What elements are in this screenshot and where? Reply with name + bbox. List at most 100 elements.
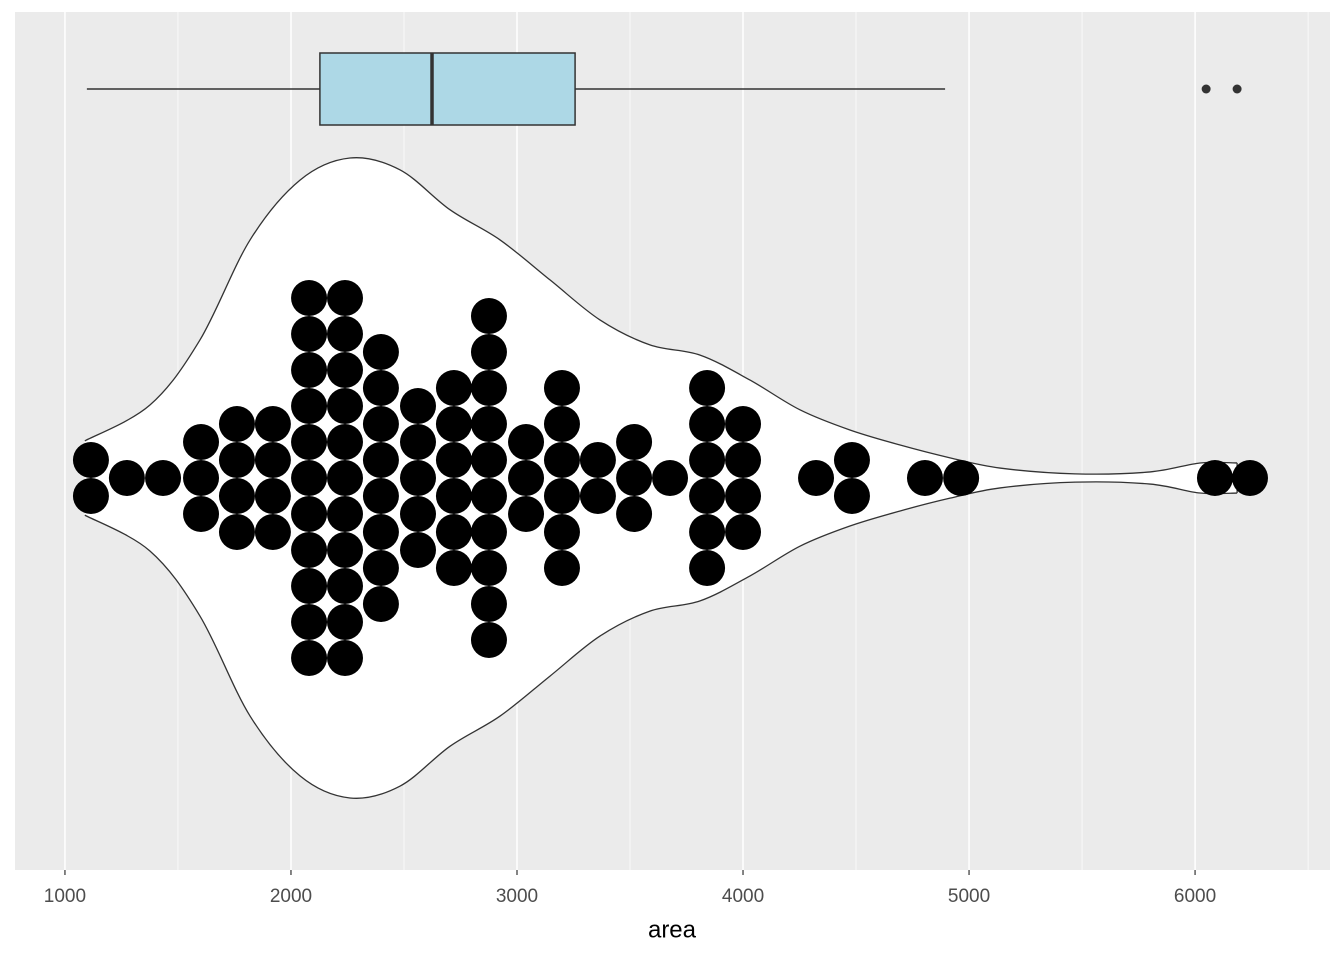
dot	[254, 442, 291, 478]
dot	[470, 586, 507, 622]
dot	[399, 532, 436, 568]
dot	[543, 478, 580, 514]
dot	[326, 568, 363, 604]
dot	[326, 460, 363, 496]
dot	[833, 442, 870, 478]
dot	[435, 478, 472, 514]
dot	[543, 514, 580, 550]
dot	[689, 478, 726, 514]
dot	[725, 478, 762, 514]
dot	[291, 496, 328, 532]
dot	[435, 370, 472, 406]
x-tick-label: 2000	[270, 886, 312, 907]
dot	[435, 550, 472, 586]
dot	[291, 316, 328, 352]
dot	[326, 496, 363, 532]
dot	[326, 532, 363, 568]
dot	[108, 460, 145, 496]
dot	[616, 460, 653, 496]
dot	[652, 460, 689, 496]
dot	[291, 640, 328, 676]
dot	[725, 514, 762, 550]
dot	[362, 442, 399, 478]
outlier	[1201, 84, 1211, 94]
dot	[362, 334, 399, 370]
x-tick-label: 5000	[948, 886, 990, 907]
dot	[508, 424, 545, 460]
dot	[470, 334, 507, 370]
dot	[399, 388, 436, 424]
dot	[326, 388, 363, 424]
dot	[362, 550, 399, 586]
dot	[326, 424, 363, 460]
dot	[689, 406, 726, 442]
dot	[943, 460, 980, 496]
dot	[543, 550, 580, 586]
dot	[399, 496, 436, 532]
dot	[291, 532, 328, 568]
dot	[508, 496, 545, 532]
dot	[543, 406, 580, 442]
dot	[291, 460, 328, 496]
dot	[291, 280, 328, 316]
dot	[291, 424, 328, 460]
dot	[254, 514, 291, 550]
dot	[362, 586, 399, 622]
dot	[435, 514, 472, 550]
dot	[725, 442, 762, 478]
dot	[470, 406, 507, 442]
dot	[291, 388, 328, 424]
dot	[543, 370, 580, 406]
dot	[399, 424, 436, 460]
x-tick-label: 6000	[1174, 886, 1216, 907]
dot	[833, 478, 870, 514]
dot	[254, 406, 291, 442]
dot	[435, 442, 472, 478]
dot	[183, 424, 220, 460]
dot	[218, 406, 255, 442]
dot	[725, 406, 762, 442]
violin-outline-upper	[84, 157, 1238, 475]
dot	[470, 370, 507, 406]
dot	[543, 442, 580, 478]
dot	[1196, 460, 1233, 496]
dot	[470, 514, 507, 550]
dot	[326, 280, 363, 316]
x-tick-label: 4000	[722, 886, 764, 907]
x-tick-label: 3000	[496, 886, 538, 907]
dot	[579, 478, 616, 514]
dot	[689, 550, 726, 586]
dot	[362, 514, 399, 550]
dot	[399, 460, 436, 496]
dot	[616, 496, 653, 532]
dot	[616, 424, 653, 460]
dot	[72, 442, 109, 478]
dot	[1231, 460, 1268, 496]
dot	[579, 442, 616, 478]
dot	[291, 604, 328, 640]
dot	[470, 622, 507, 658]
dot	[508, 460, 545, 496]
dot	[326, 640, 363, 676]
dot	[326, 352, 363, 388]
dot	[435, 406, 472, 442]
dot	[72, 478, 109, 514]
dot	[906, 460, 943, 496]
dot	[362, 406, 399, 442]
dot	[470, 442, 507, 478]
x-axis-title: area	[648, 916, 697, 943]
dot	[183, 460, 220, 496]
violin-outline-lower	[84, 481, 1238, 799]
dot	[291, 352, 328, 388]
box	[319, 52, 576, 126]
dot	[291, 568, 328, 604]
x-tick-label: 1000	[44, 886, 86, 907]
dot	[362, 478, 399, 514]
dot	[218, 478, 255, 514]
dot	[218, 514, 255, 550]
dot	[145, 460, 182, 496]
outlier	[1232, 84, 1242, 94]
dot	[470, 298, 507, 334]
dot	[470, 550, 507, 586]
